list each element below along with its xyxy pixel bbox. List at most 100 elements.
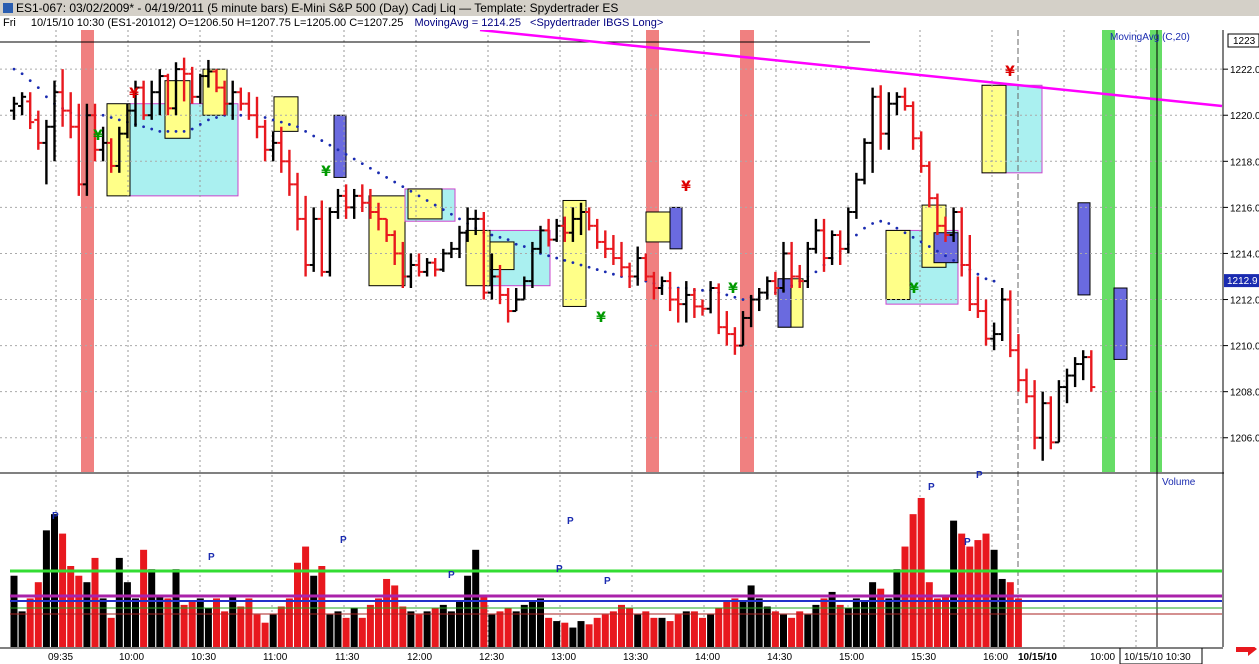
ohlc-bar-97 — [795, 264, 804, 289]
chart-window-icon — [3, 3, 13, 13]
ma-value-box — [1224, 274, 1259, 288]
ma-dot-99 — [814, 270, 818, 274]
ohlc-bar-76 — [625, 262, 634, 289]
volume-bar-98 — [804, 614, 812, 647]
ma-dot-39 — [328, 143, 332, 147]
volume-bar-65 — [537, 598, 544, 647]
ohlc-bar-1 — [18, 92, 27, 116]
ma-dot-55 — [458, 217, 461, 221]
ohlc-bar-50 — [415, 253, 423, 277]
ohlc-bar-55 — [455, 225, 464, 259]
ma-dot-68 — [563, 258, 567, 262]
volume-bar-12 — [107, 617, 115, 647]
volume-legend: Volume — [1162, 477, 1196, 488]
price-tick-label-4: 1214.00 — [1230, 249, 1259, 260]
volume-bar-21 — [180, 604, 188, 647]
volume-bar-104 — [852, 598, 860, 647]
volume-bar-66 — [545, 617, 553, 647]
volume-bar-88 — [723, 601, 731, 647]
volume-bar-75 — [618, 604, 625, 647]
ma-dot-119 — [976, 272, 980, 276]
volume-bar-54 — [447, 611, 455, 647]
ohlc-bar-38 — [317, 200, 326, 277]
volume-bar-1 — [18, 611, 26, 647]
ohlc-bar-124 — [1014, 334, 1023, 392]
green-band-4 — [1150, 30, 1162, 472]
ma-dot-113 — [927, 245, 931, 248]
info-bar: Fri 10/15/10 10:30 (ES1-201012) O=1206.5… — [0, 16, 1259, 30]
volume-bar-30 — [253, 614, 261, 647]
ohlc-bar-54 — [447, 241, 456, 259]
ohlc-bar-87 — [714, 283, 723, 335]
volume-bar-63 — [520, 604, 528, 647]
ohlc-bar-80 — [658, 276, 666, 295]
volume-bar-35 — [294, 562, 301, 647]
ohlc-bar-17 — [147, 80, 156, 120]
ohlc-bar-22 — [188, 66, 197, 104]
volume-bar-26 — [221, 611, 229, 647]
time-label-15: 10:00 — [1090, 652, 1115, 663]
volume-bar-79 — [650, 617, 658, 647]
ohlc-bar-72 — [593, 218, 602, 249]
volume-bar-49 — [407, 611, 415, 647]
yen-signal-7: ¥ — [1005, 64, 1015, 80]
ohlc-bar-92 — [755, 288, 764, 312]
ohlc-bar-26 — [220, 80, 229, 116]
price-tick-label-3: 1216.00 — [1230, 203, 1259, 214]
ohlc-bar-57 — [471, 209, 480, 236]
blue-pattern-box-23 — [1077, 202, 1091, 296]
yellow-pattern-box-13 — [645, 211, 671, 243]
volume-bar-2 — [26, 598, 34, 647]
ohlc-bar-118 — [965, 235, 974, 312]
volume-bar-101 — [828, 591, 836, 647]
yellow-pattern-box-10 — [465, 229, 491, 287]
volume-bar-37 — [310, 575, 318, 647]
volume-bar-71 — [585, 624, 593, 647]
ohlc-bar-123 — [1006, 290, 1015, 358]
volume-bar-93 — [763, 606, 771, 647]
ohlc-bar-84 — [690, 288, 699, 318]
volume-bar-46 — [383, 578, 391, 647]
ma-dot-109 — [895, 226, 899, 230]
grid-lines — [0, 30, 1259, 647]
ma-dot-53 — [441, 208, 445, 212]
moving-avg-readout: MovingAvg = 1214.25 — [414, 17, 521, 29]
volume-bar-99 — [812, 604, 820, 647]
price-tick-label-8: 1206.00 — [1230, 434, 1259, 445]
price-volume-chart[interactable]: ¥¥¥¥¥¥¥¥ PPPPPPPPPP500003074922779 1222.… — [0, 30, 1259, 664]
volume-bar-23 — [196, 598, 204, 647]
volume-bar-34 — [285, 598, 293, 647]
ohlc-bar-67 — [552, 218, 561, 242]
ma-dot-32 — [271, 118, 275, 122]
time-label-3: 11:00 — [263, 652, 288, 663]
ohlc-bar-70 — [577, 202, 585, 236]
ma-dot-2 — [28, 79, 32, 83]
time-label-6: 12:30 — [479, 652, 504, 663]
ma-dot-74 — [612, 272, 615, 276]
yen-signal-5: ¥ — [728, 281, 738, 297]
yellow-pattern-box-2 — [164, 80, 191, 139]
ma-dot-18 — [158, 129, 162, 133]
volume-p-label-3: P — [448, 570, 455, 581]
ohlc-bar-69 — [568, 207, 577, 242]
ohlc-bar-0 — [10, 96, 18, 120]
ma-dot-37 — [312, 134, 316, 138]
ma-dot-60 — [498, 235, 502, 239]
volume-bar-70 — [577, 621, 585, 647]
ma-dot-23 — [198, 123, 202, 126]
volume-bar-14 — [123, 582, 131, 647]
ohlc-bar-117 — [957, 207, 966, 277]
volume-bar-22 — [188, 601, 196, 647]
volume-bar-38 — [318, 566, 326, 647]
volume-bar-116 — [950, 520, 958, 647]
ma-dot-107 — [879, 219, 883, 223]
ohlc-bar-83 — [682, 281, 691, 323]
cursor-date-label: 10/15/10 10:30 — [1124, 652, 1191, 663]
ma-dot-115 — [944, 254, 947, 258]
ohlc-bar-42 — [350, 188, 359, 219]
ohlc-bar-39 — [325, 207, 334, 277]
volume-p-label-9: P — [976, 470, 983, 481]
title-bar: ES1-067: 03/02/2009* - 04/19/2011 (5 min… — [0, 0, 1259, 16]
ma-value-label: 1212.9 — [1227, 276, 1258, 287]
ohlc-bar-10 — [91, 103, 99, 162]
